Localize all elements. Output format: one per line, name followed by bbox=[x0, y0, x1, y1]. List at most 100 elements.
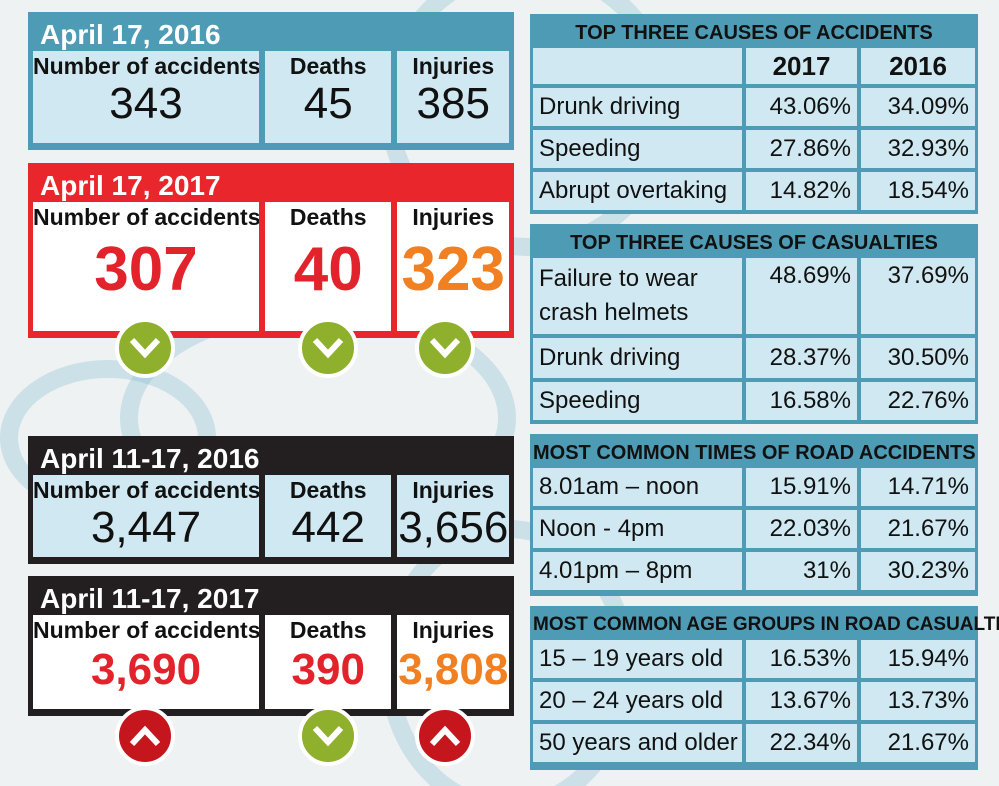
table-header-blank bbox=[533, 48, 742, 84]
row-label: Speeding bbox=[533, 382, 742, 420]
row-label: 4.01pm – 8pm bbox=[533, 552, 742, 590]
accidents-cell: Number of accidents 307 bbox=[33, 202, 260, 331]
value-2016: 13.73% bbox=[861, 682, 975, 720]
deaths-cell: Deaths 45 bbox=[265, 51, 392, 143]
stats-panel-april-11-17-2016: April 11-17, 2016 Number of accidents 3,4… bbox=[28, 436, 514, 564]
injuries-cell: Injuries 3,808 bbox=[397, 615, 509, 709]
deaths-label: Deaths bbox=[289, 204, 367, 230]
table-title: TOP THREE CAUSES OF CASUALTIES bbox=[570, 232, 938, 254]
table-title: MOST COMMON AGE GROUPS IN ROAD CASUALTIE… bbox=[533, 614, 999, 635]
value-2017: 27.86% bbox=[746, 130, 857, 168]
deaths-label: Deaths bbox=[289, 477, 367, 503]
panel-date: April 17, 2016 bbox=[40, 19, 221, 50]
row-label: Noon - 4pm bbox=[533, 510, 742, 548]
stats-panel-april-17-2016: April 17, 2016 Number of accidents 343 De… bbox=[28, 12, 514, 150]
down-icon bbox=[415, 318, 475, 378]
down-icon bbox=[298, 318, 358, 378]
accidents-label: Number of accidents bbox=[33, 477, 260, 503]
year-header: 2016 bbox=[861, 48, 975, 84]
down-icon bbox=[115, 318, 175, 378]
accidents-value: 3,447 bbox=[90, 503, 202, 552]
deaths-cell: Deaths 390 bbox=[265, 615, 392, 709]
value-2016: 15.94% bbox=[861, 640, 975, 678]
accidents-label: Number of accidents bbox=[33, 617, 260, 643]
value-2017: 15.91% bbox=[746, 468, 857, 506]
deaths-value: 442 bbox=[291, 503, 365, 552]
accidents-label: Number of accidents bbox=[33, 204, 260, 230]
panel-date: April 11-17, 2016 bbox=[40, 443, 260, 474]
row-label: Failure to wear crash helmets bbox=[533, 258, 742, 334]
value-2017: 16.53% bbox=[746, 640, 857, 678]
value-2016: 37.69% bbox=[861, 258, 975, 334]
row-label: 15 – 19 years old bbox=[533, 640, 742, 678]
accidents-cell: Number of accidents 3,690 bbox=[33, 615, 260, 709]
row-label: Speeding bbox=[533, 130, 742, 168]
injuries-label: Injuries bbox=[412, 477, 495, 503]
table-row: Abrupt overtaking 14.82% 18.54% bbox=[533, 172, 975, 210]
table-row: Speeding 27.86% 32.93% bbox=[533, 130, 975, 168]
deaths-value: 390 bbox=[291, 645, 365, 694]
deaths-value: 45 bbox=[303, 79, 353, 128]
injuries-cell: Injuries 323 bbox=[397, 202, 509, 331]
injuries-label: Injuries bbox=[412, 53, 495, 79]
table-row: Failure to wear crash helmets 48.69% 37.… bbox=[533, 258, 975, 334]
deaths-label: Deaths bbox=[289, 617, 367, 643]
table-causes-of-casualties: TOP THREE CAUSES OF CASUALTIES Failure t… bbox=[530, 224, 978, 424]
deaths-label: Deaths bbox=[289, 53, 367, 79]
table-age-groups: MOST COMMON AGE GROUPS IN ROAD CASUALTIE… bbox=[530, 606, 999, 770]
deaths-cell: Deaths 442 bbox=[265, 475, 392, 557]
value-2017: 28.37% bbox=[746, 338, 857, 378]
accidents-value: 307 bbox=[94, 235, 198, 304]
value-2016: 14.71% bbox=[861, 468, 975, 506]
table-row: Noon - 4pm 22.03% 21.67% bbox=[533, 510, 975, 548]
value-2017: 43.06% bbox=[746, 88, 857, 126]
injuries-value: 3,656 bbox=[398, 503, 509, 552]
value-2017: 22.34% bbox=[746, 724, 857, 762]
panel-date: April 11-17, 2017 bbox=[40, 583, 260, 614]
table-row: Drunk driving 43.06% 34.09% bbox=[533, 88, 975, 126]
row-label-line: crash helmets bbox=[539, 299, 689, 326]
value-2016: 21.67% bbox=[861, 724, 975, 762]
row-label: 8.01am – noon bbox=[533, 468, 742, 506]
table-row: 20 – 24 years old 13.67% 13.73% bbox=[533, 682, 975, 720]
row-label: 20 – 24 years old bbox=[533, 682, 742, 720]
accidents-value: 343 bbox=[109, 79, 183, 128]
value-2016: 18.54% bbox=[861, 172, 975, 210]
year-header: 2017 bbox=[746, 48, 857, 84]
value-2017: 22.03% bbox=[746, 510, 857, 548]
accidents-value: 3,690 bbox=[90, 645, 202, 694]
row-label-line: Failure to wear bbox=[539, 265, 698, 292]
up-icon bbox=[415, 706, 475, 766]
value-2016: 34.09% bbox=[861, 88, 975, 126]
accidents-cell: Number of accidents 343 bbox=[33, 51, 260, 143]
table-row: Speeding 16.58% 22.76% bbox=[533, 382, 975, 420]
injuries-cell: Injuries 3,656 bbox=[397, 475, 509, 557]
table-header-row: 2017 2016 bbox=[533, 48, 975, 84]
value-2016: 32.93% bbox=[861, 130, 975, 168]
table-row: 15 – 19 years old 16.53% 15.94% bbox=[533, 640, 975, 678]
table-row: 8.01am – noon 15.91% 14.71% bbox=[533, 468, 975, 506]
table-causes-of-accidents: TOP THREE CAUSES OF ACCIDENTS 2017 2016 … bbox=[530, 14, 978, 214]
row-label: 50 years and older bbox=[533, 724, 742, 762]
row-label: Abrupt overtaking bbox=[533, 172, 742, 210]
row-label: Drunk driving bbox=[533, 338, 742, 378]
row-label: Drunk driving bbox=[533, 88, 742, 126]
value-2017: 31% bbox=[746, 552, 857, 590]
injuries-label: Injuries bbox=[412, 204, 495, 230]
stats-panel-april-17-2017: April 17, 2017 Number of accidents 307 De… bbox=[28, 163, 514, 338]
accidents-label: Number of accidents bbox=[33, 53, 260, 79]
value-2016: 21.67% bbox=[861, 510, 975, 548]
table-times-of-accidents: MOST COMMON TIMES OF ROAD ACCIDENTS 8.01… bbox=[530, 434, 978, 596]
injuries-label: Injuries bbox=[412, 617, 495, 643]
table-row: 4.01pm – 8pm 31% 30.23% bbox=[533, 552, 975, 590]
injuries-value: 385 bbox=[416, 79, 490, 128]
accidents-cell: Number of accidents 3,447 bbox=[33, 475, 260, 557]
table-row: 50 years and older 22.34% 21.67% bbox=[533, 724, 975, 762]
injuries-value: 3,808 bbox=[398, 645, 509, 694]
table-row: Drunk driving 28.37% 30.50% bbox=[533, 338, 975, 378]
injuries-value: 323 bbox=[401, 235, 505, 304]
value-2017: 14.82% bbox=[746, 172, 857, 210]
value-2016: 30.50% bbox=[861, 338, 975, 378]
value-2017: 48.69% bbox=[746, 258, 857, 334]
value-2017: 13.67% bbox=[746, 682, 857, 720]
